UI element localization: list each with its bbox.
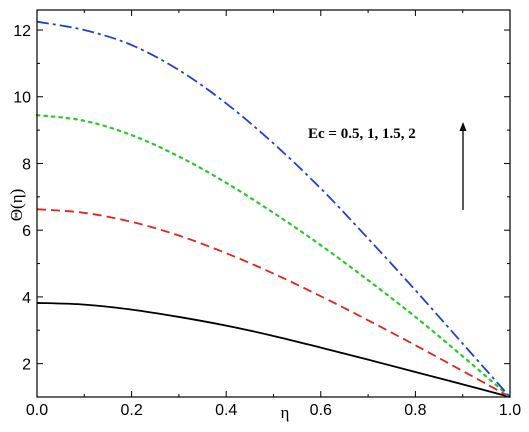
- plot-frame: [36, 9, 511, 398]
- y-tick-label: 12: [13, 23, 31, 40]
- x-tick-label: 0.8: [404, 402, 426, 419]
- series-line-ec-1-5: [35, 113, 512, 399]
- tick-labels: 0.0 0.2 0.4 0.6 0.8 1.0 2 4 6 8 10 12: [13, 23, 521, 419]
- series-line-ec-1: [36, 208, 511, 398]
- y-axis-label: Θ(η): [7, 189, 26, 222]
- ec-annotation: Ec = 0.5, 1, 1.5, 2: [308, 126, 416, 142]
- x-tick-label: 0.6: [310, 402, 332, 419]
- x-tick-label: 0.2: [120, 402, 142, 419]
- x-tick-label: 0.0: [26, 402, 48, 419]
- x-tick-label: 0.4: [215, 402, 237, 419]
- chart-axes: [36, 9, 511, 398]
- y-tick-label: 8: [22, 156, 31, 173]
- series-line-ec-0-5: [36, 302, 511, 398]
- series-line-ec-2: [36, 20, 511, 398]
- y-tick-label: 2: [22, 357, 31, 374]
- x-tick-label: 1.0: [499, 402, 521, 419]
- y-tick-label: 6: [22, 223, 31, 240]
- x-axis-label: η: [281, 403, 290, 422]
- y-tick-label: 4: [22, 290, 31, 307]
- arrow-up-icon: [459, 122, 467, 210]
- y-tick-label: 10: [13, 90, 31, 107]
- series-lines: [35, 20, 512, 399]
